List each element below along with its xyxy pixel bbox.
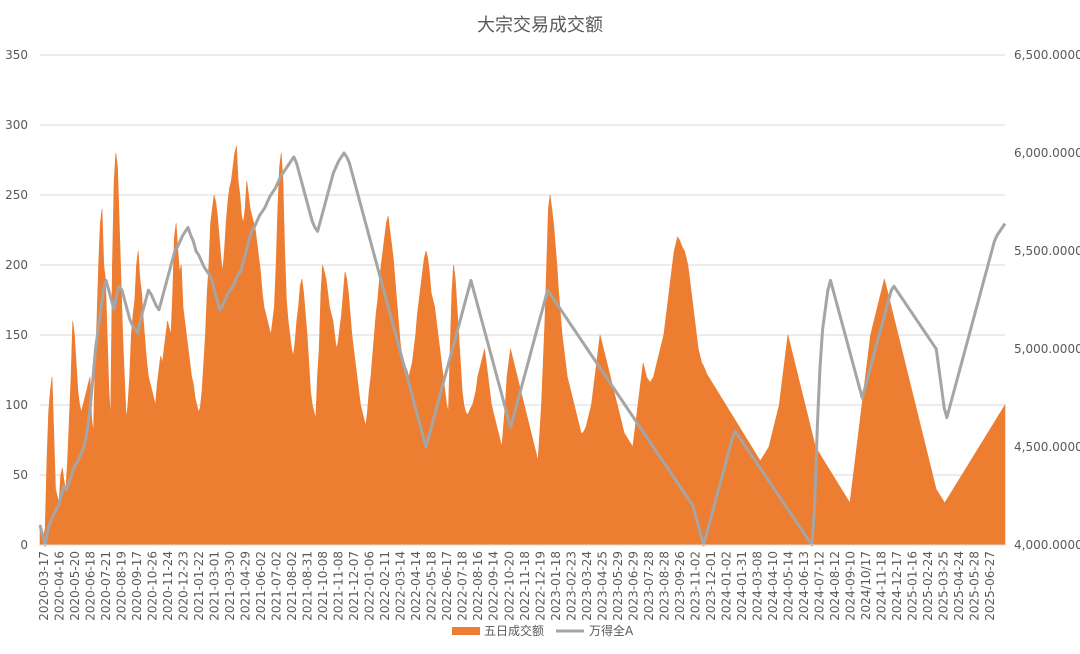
right-tick-label: 4,000.0000 bbox=[1014, 538, 1080, 552]
x-tick-label: 2024-01-31 bbox=[735, 551, 749, 621]
left-tick-label: 150 bbox=[5, 328, 28, 342]
x-tick-label: 2022-09-14 bbox=[487, 551, 501, 621]
x-tick-label: 2020-03-17 bbox=[37, 551, 51, 621]
legend-label-bars: 五日成交额 bbox=[484, 623, 544, 638]
x-tick-label: 2023-05-29 bbox=[611, 551, 625, 621]
x-tick-label: 2024-07-12 bbox=[812, 551, 826, 621]
left-tick-label: 300 bbox=[5, 118, 28, 132]
bars-layer bbox=[39, 145, 1006, 546]
x-tick-label: 2020-09-17 bbox=[130, 551, 144, 621]
x-tick-label: 2024-06-13 bbox=[797, 551, 811, 621]
x-tick-label: 2024-12-17 bbox=[890, 551, 904, 621]
x-tick-label: 2025-01-16 bbox=[905, 551, 919, 621]
legend-label-line: 万得全A bbox=[589, 623, 634, 638]
right-y-axis: 4,000.0000 4,500.0000 5,000.0000 5,500.0000… bbox=[1014, 48, 1080, 552]
x-tick-label: 2023-02-23 bbox=[564, 551, 578, 621]
x-tick-label: 2024-01-02 bbox=[719, 551, 733, 621]
left-tick-label: 250 bbox=[5, 188, 28, 202]
x-tick-label: 2025-04-24 bbox=[952, 551, 966, 621]
x-tick-label: 2023-01-18 bbox=[549, 551, 563, 621]
x-tick-label: 2022-04-14 bbox=[409, 551, 423, 621]
left-tick-label: 200 bbox=[5, 258, 28, 272]
x-tick-label: 2021-01-22 bbox=[192, 551, 206, 621]
x-tick-label: 2021-08-02 bbox=[285, 551, 299, 621]
x-tick-label: 2025-05-28 bbox=[967, 551, 981, 621]
x-tick-label: 2021-11-08 bbox=[332, 551, 346, 621]
left-tick-label: 100 bbox=[5, 398, 28, 412]
x-tick-label: 2024-05-14 bbox=[781, 551, 795, 621]
x-tick-label: 2024-08-12 bbox=[828, 551, 842, 621]
x-tick-label: 2025-03-25 bbox=[936, 551, 950, 621]
x-tick-label: 2021-07-02 bbox=[270, 551, 284, 621]
x-tick-label: 2025-06-27 bbox=[983, 551, 997, 621]
x-tick-label: 2022-10-20 bbox=[502, 551, 516, 621]
series-five-day-turnover bbox=[39, 145, 1006, 546]
x-tick-label: 2024-11-18 bbox=[874, 551, 888, 621]
x-tick-label: 2023-07-28 bbox=[642, 551, 656, 621]
left-tick-label: 350 bbox=[5, 48, 28, 62]
x-tick-label: 2022-11-18 bbox=[518, 551, 532, 621]
x-tick-label: 2024-03-08 bbox=[750, 551, 764, 621]
line-layer bbox=[38, 151, 1007, 547]
x-tick-label: 2023-11-02 bbox=[688, 551, 702, 621]
x-tick-label: 2023-06-29 bbox=[626, 551, 640, 621]
x-tick-label: 2023-08-28 bbox=[657, 551, 671, 621]
x-tick-label: 2021-10-08 bbox=[316, 551, 330, 621]
right-tick-label: 6,500.0000 bbox=[1014, 48, 1080, 62]
x-tick-label: 2021-12-07 bbox=[347, 551, 361, 621]
right-tick-label: 6,000.0000 bbox=[1014, 146, 1080, 160]
x-tick-label: 2025-02-24 bbox=[921, 551, 935, 621]
x-tick-label: 2022-08-16 bbox=[471, 551, 485, 621]
x-tick-label: 2024-04-10 bbox=[766, 551, 780, 621]
x-tick-label: 2020-10-26 bbox=[146, 551, 160, 621]
x-tick-label: 2020-06-18 bbox=[84, 551, 98, 621]
x-tick-label: 2023-09-26 bbox=[673, 551, 687, 621]
chart-title: 大宗交易成交额 bbox=[477, 15, 603, 36]
x-tick-label: 2021-08-31 bbox=[301, 551, 315, 621]
right-tick-label: 5,000.0000 bbox=[1014, 342, 1080, 356]
right-tick-label: 4,500.0000 bbox=[1014, 440, 1080, 454]
x-tick-label: 2022-02-11 bbox=[378, 551, 392, 621]
x-tick-label: 2022-12-19 bbox=[533, 551, 547, 621]
x-tick-label: 2020-08-19 bbox=[115, 551, 129, 621]
x-tick-label: 2021-03-01 bbox=[208, 551, 222, 621]
x-tick-label: 2021-06-02 bbox=[254, 551, 268, 621]
x-tick-label: 2022-03-14 bbox=[394, 551, 408, 621]
x-tick-label: 2022-01-06 bbox=[363, 551, 377, 621]
x-tick-label: 2024/10/17 bbox=[859, 551, 873, 620]
x-tick-label: 2022-07-18 bbox=[456, 551, 470, 621]
x-tick-label: 2020-04-16 bbox=[53, 551, 67, 621]
x-tick-label: 2020-05-20 bbox=[68, 551, 82, 621]
left-tick-label: 50 bbox=[13, 468, 28, 482]
legend-swatch-bars bbox=[452, 627, 480, 635]
x-tick-label: 2023-03-24 bbox=[580, 551, 594, 621]
x-tick-label: 2020-12-23 bbox=[177, 551, 191, 621]
legend: 五日成交额 万得全A bbox=[452, 623, 634, 638]
x-tick-label: 2020-07-21 bbox=[99, 551, 113, 621]
x-axis: 2020-03-17 2020-04-16 2020-05-20 2020-06-18… bbox=[37, 544, 1005, 621]
left-y-axis: 0 50 100 150 200 250 300 350 bbox=[5, 48, 28, 552]
x-tick-label: 2020-11-24 bbox=[161, 551, 175, 621]
x-tick-label: 2021-04-29 bbox=[239, 551, 253, 621]
right-tick-label: 5,500.0000 bbox=[1014, 244, 1080, 258]
x-tick-label: 2023-04-25 bbox=[595, 551, 609, 621]
left-tick-label: 0 bbox=[20, 538, 28, 552]
x-tick-label: 2023-12-01 bbox=[704, 551, 718, 621]
series-wind-all-a bbox=[38, 151, 1007, 547]
x-tick-label: 2024-09-10 bbox=[843, 551, 857, 621]
x-tick-label: 2022-05-18 bbox=[425, 551, 439, 621]
x-tick-label: 2021-03-30 bbox=[223, 551, 237, 621]
x-tick-label: 2022-06-17 bbox=[440, 551, 454, 621]
